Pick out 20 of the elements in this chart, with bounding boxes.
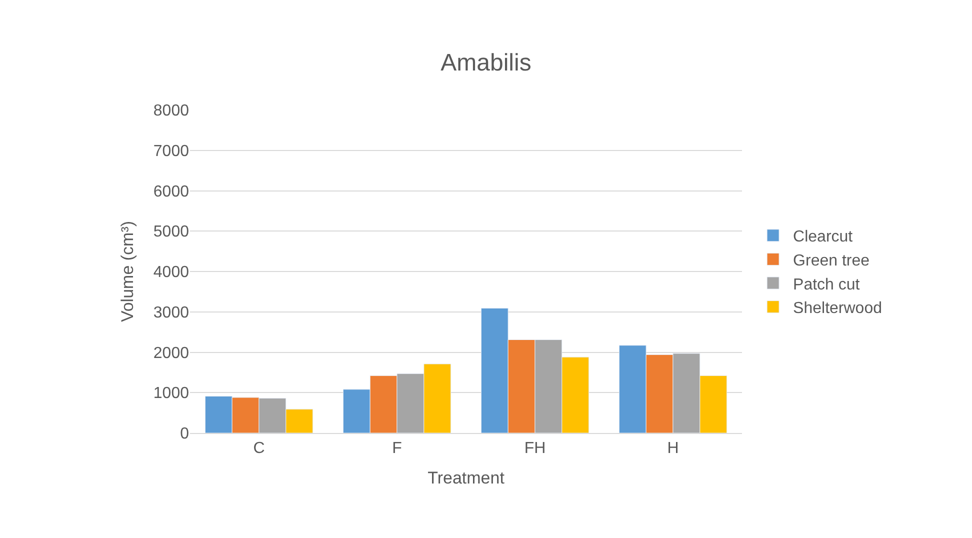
y-tick-label: 1000 [153,385,190,402]
y-tick-label: 3000 [153,304,190,322]
legend-label: Green tree [793,252,870,270]
y-tick-label: 0 [180,426,190,443]
y-tick-label: 7000 [153,142,190,160]
chart-title: Amabilis [440,50,532,77]
x-tick-label: F [392,440,402,458]
y-tick-label: 2000 [153,344,190,362]
x-tick-label: FH [524,440,546,458]
legend-label: Clearcut [793,228,854,246]
y-tick-label: 8000 [153,102,190,120]
x-tick-label: H [667,440,679,458]
y-axis-title: Volume (cm³) [118,220,137,322]
x-tick-label: C [253,440,265,458]
y-tick-label: 6000 [153,183,190,200]
legend-label: Patch cut [793,276,860,294]
y-tick-label: 5000 [153,224,190,241]
legend-label: Shelterwood [793,300,882,318]
y-tick-label: 4000 [153,264,190,282]
x-axis-title: Treatment [428,468,505,488]
